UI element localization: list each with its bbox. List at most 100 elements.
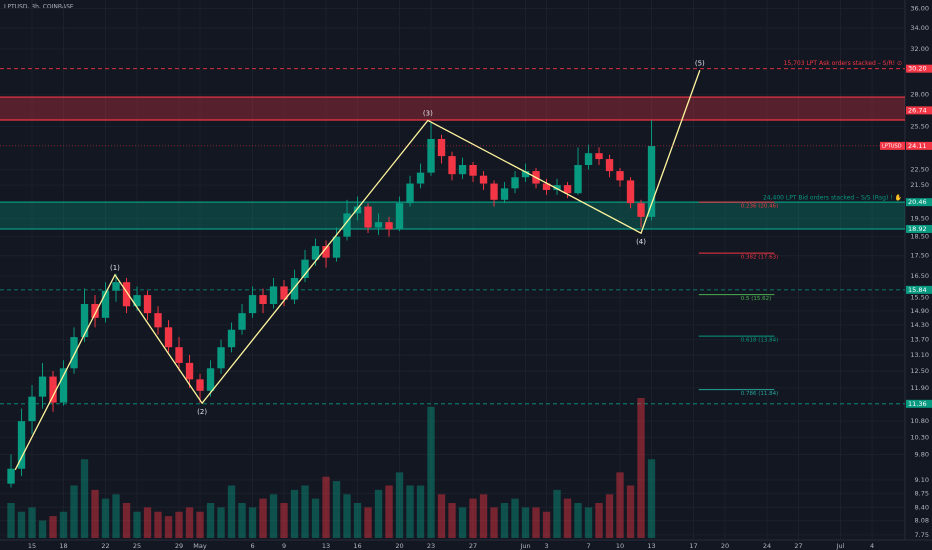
price-tag bbox=[906, 141, 932, 150]
y-tick-label: 21.50 bbox=[910, 181, 929, 189]
y-tick-label: 28.00 bbox=[910, 91, 929, 99]
candle-body bbox=[290, 277, 299, 300]
x-tick-label: 17 bbox=[689, 542, 697, 550]
candle-body bbox=[490, 183, 498, 200]
volume-bar bbox=[59, 511, 68, 538]
price-tag bbox=[906, 224, 932, 233]
price-tag-label: 18.92 bbox=[908, 225, 927, 233]
candle-body bbox=[406, 183, 414, 204]
volume-bar bbox=[626, 485, 635, 538]
y-tick-label: 14.30 bbox=[910, 321, 929, 329]
candle-body bbox=[175, 347, 183, 363]
zone bbox=[0, 202, 905, 229]
price-tag bbox=[906, 285, 932, 294]
volume-bar bbox=[532, 507, 540, 538]
candle-body bbox=[101, 290, 110, 318]
candle-body bbox=[511, 177, 519, 189]
x-tick-label: 20 bbox=[721, 542, 729, 550]
volume-bar bbox=[91, 489, 99, 538]
volume-bar bbox=[206, 503, 215, 538]
y-tick-label: 7.75 bbox=[915, 531, 929, 539]
y-tick-label: 15.50 bbox=[910, 293, 929, 301]
price-tag-label: 15.84 bbox=[908, 286, 927, 294]
candle-body bbox=[374, 222, 383, 228]
price-tag-label: 11.36 bbox=[908, 400, 927, 408]
volume-bar bbox=[553, 489, 561, 538]
volume-bar bbox=[437, 494, 446, 538]
fib-label: 0.382 (17.63) bbox=[741, 255, 779, 261]
y-tick-label: 8.40 bbox=[915, 503, 929, 511]
candle-body bbox=[647, 146, 656, 217]
candle-body bbox=[626, 180, 635, 204]
x-tick-label: 4 bbox=[870, 542, 874, 550]
volume-bar bbox=[500, 503, 509, 538]
candle-body bbox=[500, 188, 509, 200]
volume-bar bbox=[311, 498, 320, 538]
volume-bar bbox=[584, 507, 593, 538]
candle-body bbox=[595, 153, 603, 160]
y-tick-label: 32.00 bbox=[910, 45, 929, 53]
candle-body bbox=[122, 282, 131, 307]
volume-bar bbox=[164, 516, 173, 538]
x-tick-label: 13 bbox=[647, 542, 655, 550]
y-tick-label: 22.50 bbox=[910, 166, 929, 174]
volume-bar bbox=[647, 459, 656, 538]
candle-body bbox=[59, 368, 68, 403]
volume-bar bbox=[112, 494, 120, 538]
x-tick-label: 20 bbox=[395, 542, 403, 550]
candle-body bbox=[353, 206, 362, 214]
x-tick-label: 6 bbox=[250, 542, 254, 550]
volume-bar bbox=[7, 503, 15, 538]
price-tag-label: 26.74 bbox=[908, 106, 927, 114]
x-tick-label: May bbox=[193, 542, 207, 550]
y-tick-label: 10.80 bbox=[910, 417, 929, 425]
candle-body bbox=[227, 329, 236, 348]
candle-body bbox=[437, 138, 446, 157]
volume-bar bbox=[542, 511, 551, 538]
candle-body bbox=[70, 337, 78, 369]
y-tick-label: 12.50 bbox=[910, 367, 929, 375]
y-tick-label: 9.10 bbox=[915, 476, 929, 484]
candle-body bbox=[427, 138, 435, 173]
x-tick-label: 18 bbox=[59, 542, 67, 550]
y-tick-label: 17.50 bbox=[910, 252, 929, 260]
volume-bar bbox=[605, 494, 614, 538]
candle-body bbox=[196, 379, 204, 391]
volume-bar bbox=[259, 498, 267, 538]
elliott-wave bbox=[14, 70, 701, 471]
volume-bar bbox=[427, 406, 435, 538]
candle-body bbox=[217, 347, 225, 369]
candle-body bbox=[7, 468, 15, 484]
volume-bar bbox=[458, 507, 467, 538]
volume-bar bbox=[154, 511, 162, 538]
wave-label: (4) bbox=[636, 238, 646, 246]
candle-body bbox=[38, 376, 47, 397]
candle-body bbox=[280, 286, 288, 300]
candle-body bbox=[553, 185, 561, 190]
price-tag-label: 30.20 bbox=[908, 65, 927, 73]
y-tick-label: 13.10 bbox=[910, 351, 929, 359]
symbol-tag bbox=[880, 141, 905, 150]
candle-body bbox=[458, 165, 467, 175]
wave-label: (3) bbox=[423, 109, 433, 117]
volume-bar bbox=[38, 520, 47, 538]
volume-bar bbox=[448, 503, 456, 538]
candle-body bbox=[311, 246, 320, 260]
volume-bar bbox=[490, 507, 498, 538]
volume-bar bbox=[49, 516, 57, 538]
volume-bar bbox=[17, 511, 26, 538]
volume-bar bbox=[563, 498, 572, 538]
volume-bar bbox=[217, 507, 225, 538]
candle-body bbox=[364, 206, 372, 228]
volume-bar bbox=[353, 503, 362, 538]
volume-bar bbox=[406, 485, 414, 538]
candle-body bbox=[91, 304, 99, 318]
candle-body bbox=[637, 203, 645, 217]
candle-body bbox=[17, 421, 26, 469]
candle-body bbox=[448, 156, 456, 175]
candle-body bbox=[301, 259, 309, 278]
x-tick-label: 7 bbox=[586, 542, 590, 550]
candle-body bbox=[185, 362, 194, 380]
y-tick-label: 34.00 bbox=[910, 24, 929, 32]
